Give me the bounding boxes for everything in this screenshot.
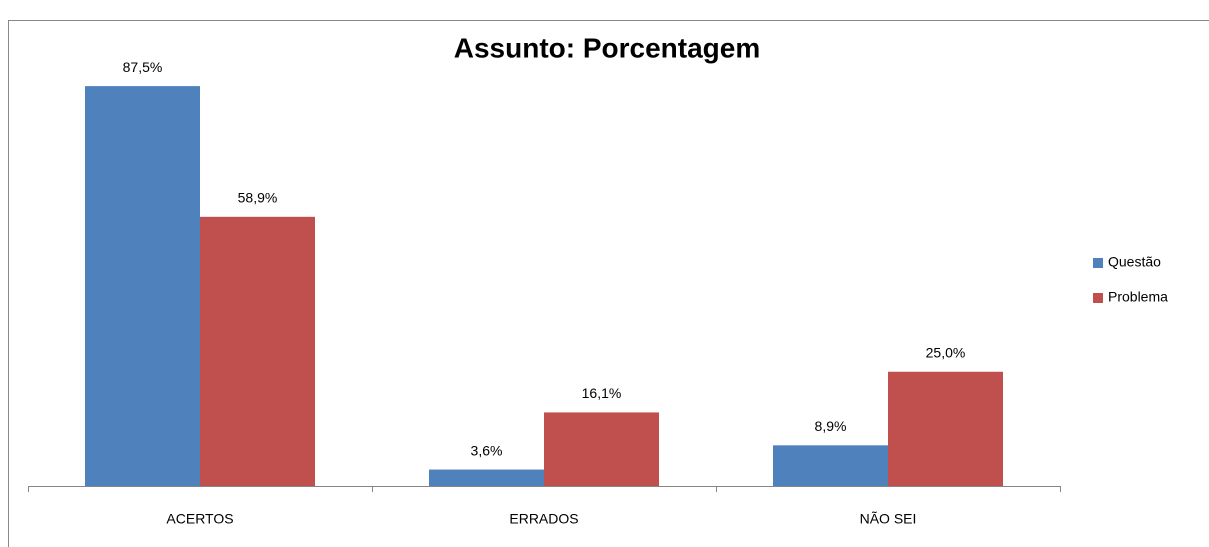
- bar: [544, 412, 659, 486]
- data-label: 25,0%: [926, 344, 966, 360]
- legend-swatch: [1093, 293, 1103, 303]
- data-label: 8,9%: [815, 418, 847, 434]
- bar: [888, 371, 1003, 486]
- bar: [200, 216, 315, 486]
- bar: [429, 469, 544, 486]
- legend-label: Problema: [1108, 289, 1168, 305]
- data-label: 58,9%: [238, 190, 278, 206]
- legend-label: Questão: [1108, 254, 1161, 270]
- x-tick-label: NÃO SEI: [860, 511, 917, 527]
- data-label: 87,5%: [123, 59, 163, 75]
- bar: [773, 445, 888, 486]
- data-label: 16,1%: [582, 385, 622, 401]
- chart-title: Assunto: Porcentagem: [454, 32, 761, 63]
- x-tick-label: ERRADOS: [509, 511, 578, 527]
- data-label: 3,6%: [471, 442, 503, 458]
- bar: [85, 86, 200, 486]
- legend-swatch: [1093, 258, 1103, 268]
- x-tick-label: ACERTOS: [166, 511, 233, 527]
